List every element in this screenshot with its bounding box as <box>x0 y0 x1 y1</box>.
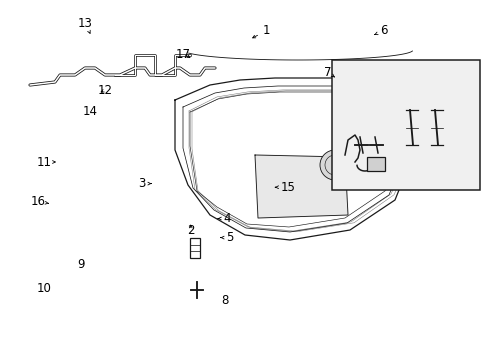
Text: 11: 11 <box>37 156 55 168</box>
Text: 12: 12 <box>98 84 112 96</box>
Text: 5: 5 <box>220 231 233 244</box>
Text: 3: 3 <box>138 177 151 190</box>
Text: 7: 7 <box>323 66 334 78</box>
Bar <box>331 60 479 190</box>
Polygon shape <box>254 155 347 218</box>
Text: 4: 4 <box>218 212 231 225</box>
Circle shape <box>319 150 349 180</box>
Text: 1: 1 <box>252 24 270 38</box>
Text: 6: 6 <box>374 24 387 37</box>
Text: 15: 15 <box>275 181 295 194</box>
Bar <box>366 157 384 171</box>
Text: 8: 8 <box>221 294 228 307</box>
Text: 16: 16 <box>31 195 48 208</box>
Bar <box>190 238 200 258</box>
Text: 13: 13 <box>78 17 93 33</box>
Text: 10: 10 <box>37 282 51 294</box>
Text: 2: 2 <box>186 224 194 237</box>
Text: 9: 9 <box>77 258 84 271</box>
Polygon shape <box>175 78 419 240</box>
Text: 17: 17 <box>176 48 190 60</box>
Text: 14: 14 <box>83 105 98 118</box>
